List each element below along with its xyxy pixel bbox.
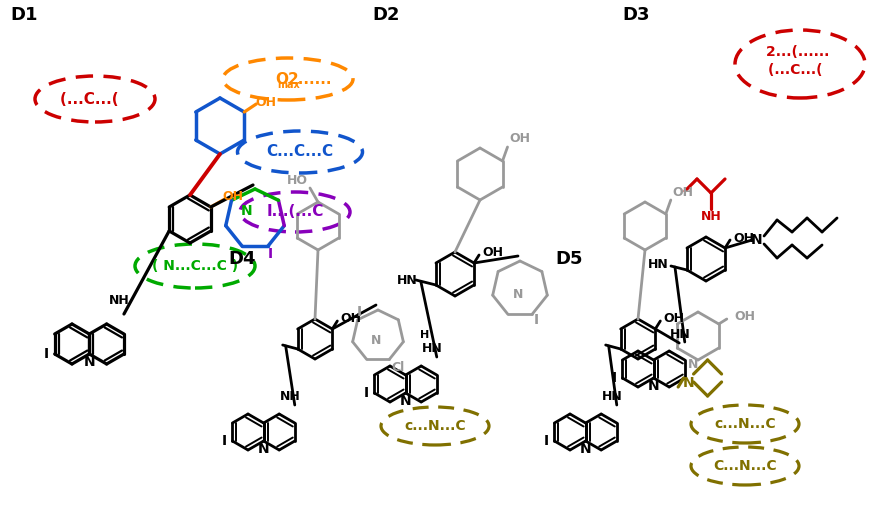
Text: I: I bbox=[534, 313, 538, 327]
Text: OH: OH bbox=[222, 191, 243, 204]
Text: NH: NH bbox=[108, 293, 130, 306]
Text: I: I bbox=[357, 305, 362, 319]
Text: HN: HN bbox=[421, 342, 442, 356]
Text: 2...(......: 2...(...... bbox=[766, 45, 834, 59]
Text: C...C...C: C...C...C bbox=[266, 144, 334, 159]
Text: HN: HN bbox=[670, 327, 690, 340]
Text: C...N...C: C...N...C bbox=[714, 459, 777, 473]
Text: (...C...(: (...C...( bbox=[768, 63, 833, 77]
Text: I: I bbox=[44, 347, 49, 361]
Text: D5: D5 bbox=[555, 250, 582, 268]
Text: c...N...C: c...N...C bbox=[404, 419, 466, 433]
Text: N: N bbox=[513, 287, 523, 301]
Text: HN: HN bbox=[397, 273, 418, 286]
Text: I: I bbox=[364, 386, 369, 400]
Text: OH: OH bbox=[482, 247, 503, 260]
Text: OH: OH bbox=[509, 133, 530, 145]
Text: N: N bbox=[84, 355, 95, 369]
Text: I: I bbox=[222, 434, 227, 448]
Text: N: N bbox=[648, 379, 659, 393]
Text: Cl: Cl bbox=[391, 361, 404, 374]
Text: HO: HO bbox=[287, 174, 308, 187]
Text: (...C...(: (...C...( bbox=[61, 91, 130, 106]
Text: max: max bbox=[278, 80, 300, 90]
Text: I: I bbox=[268, 247, 272, 261]
Text: HN: HN bbox=[648, 259, 669, 271]
Text: N: N bbox=[400, 394, 411, 408]
Text: OH: OH bbox=[733, 231, 754, 245]
Text: ( N...C...C ): ( N...C...C ) bbox=[152, 259, 238, 273]
Text: NH: NH bbox=[279, 391, 300, 403]
Text: N: N bbox=[580, 442, 591, 456]
Text: N: N bbox=[241, 204, 253, 218]
Text: OH: OH bbox=[340, 313, 361, 325]
Text: D4: D4 bbox=[228, 250, 255, 268]
Text: NH: NH bbox=[700, 211, 722, 224]
Text: D1: D1 bbox=[10, 6, 38, 24]
Text: N: N bbox=[371, 335, 381, 347]
Text: OH: OH bbox=[255, 96, 277, 108]
Text: c...N...C: c...N...C bbox=[714, 417, 776, 431]
Text: I: I bbox=[544, 434, 549, 448]
Text: O: O bbox=[276, 71, 288, 86]
Text: OH: OH bbox=[735, 310, 756, 323]
Text: OH: OH bbox=[663, 313, 685, 325]
Text: I: I bbox=[611, 371, 617, 385]
Text: N: N bbox=[751, 233, 763, 247]
Text: OH: OH bbox=[673, 186, 693, 198]
Text: N: N bbox=[688, 358, 698, 372]
Text: HN: HN bbox=[602, 391, 622, 403]
Text: D3: D3 bbox=[622, 6, 649, 24]
Text: D2: D2 bbox=[372, 6, 399, 24]
Text: N: N bbox=[683, 376, 694, 390]
Text: I...(...C: I...(...C bbox=[266, 205, 323, 219]
Text: H: H bbox=[420, 330, 429, 340]
Text: N: N bbox=[258, 442, 270, 456]
Text: 2......: 2...... bbox=[288, 71, 332, 86]
